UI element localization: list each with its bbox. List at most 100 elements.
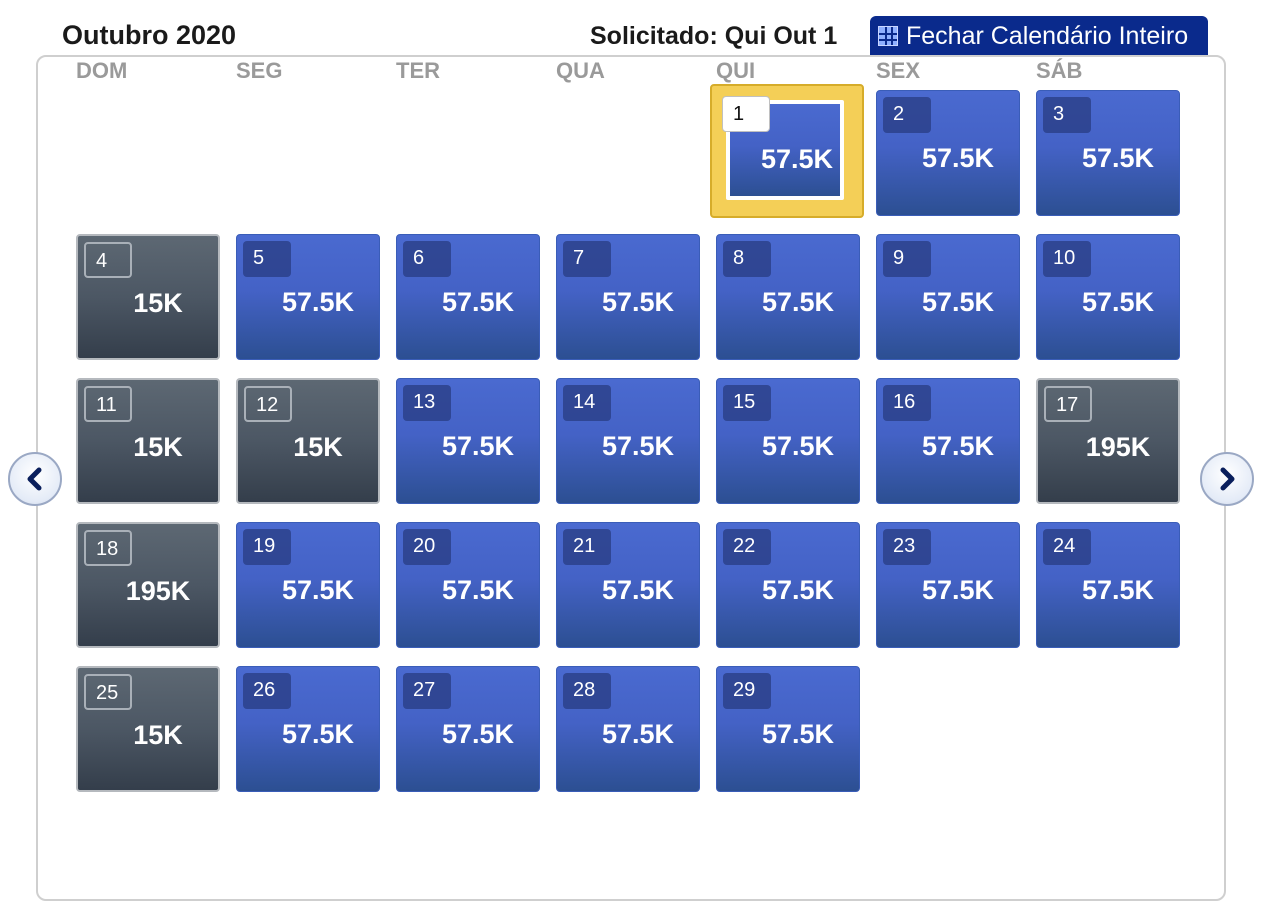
weekday-sun: DOM bbox=[76, 58, 128, 83]
day-price: 57.5K bbox=[601, 287, 675, 317]
calendar-day-27[interactable]: 27 57.5K bbox=[396, 666, 540, 792]
close-full-calendar-label: Fechar Calendário Inteiro bbox=[906, 21, 1189, 50]
day-number: 9 bbox=[883, 241, 931, 277]
day-price: 57.5K bbox=[281, 575, 355, 605]
day-number: 20 bbox=[403, 529, 451, 565]
calendar-day-22[interactable]: 22 57.5K bbox=[716, 522, 860, 648]
day-number: 27 bbox=[403, 673, 451, 709]
day-price: 57.5K bbox=[601, 575, 675, 605]
day-number: 10 bbox=[1043, 241, 1091, 277]
calendar-day-21[interactable]: 21 57.5K bbox=[556, 522, 700, 648]
day-number: 23 bbox=[883, 529, 931, 565]
calendar-day-16[interactable]: 16 57.5K bbox=[876, 378, 1020, 504]
calendar-day-6[interactable]: 6 57.5K bbox=[396, 234, 540, 360]
day-number: 22 bbox=[723, 529, 771, 565]
day-price: 57.5K bbox=[921, 431, 995, 461]
day-number: 7 bbox=[563, 241, 611, 277]
day-price: 57.5K bbox=[441, 431, 515, 461]
day-number: 1 bbox=[722, 96, 770, 132]
calendar-day-5[interactable]: 5 57.5K bbox=[236, 234, 380, 360]
day-price: 57.5K bbox=[1081, 575, 1155, 605]
day-number: 5 bbox=[243, 241, 291, 277]
day-price: 195K bbox=[125, 576, 191, 606]
day-number: 29 bbox=[723, 673, 771, 709]
day-number: 28 bbox=[563, 673, 611, 709]
day-price: 57.5K bbox=[441, 287, 515, 317]
day-price: 57.5K bbox=[921, 287, 995, 317]
day-price: 57.5K bbox=[1081, 143, 1155, 173]
calendar-day-12[interactable]: 12 15K bbox=[236, 378, 380, 504]
calendar-day-2[interactable]: 2 57.5K bbox=[876, 90, 1020, 216]
day-number: 16 bbox=[883, 385, 931, 421]
day-price: 57.5K bbox=[1081, 287, 1155, 317]
calendar-day-19[interactable]: 19 57.5K bbox=[236, 522, 380, 648]
close-full-calendar-button[interactable]: Fechar Calendário Inteiro bbox=[870, 16, 1208, 56]
calendar-day-1[interactable]: 1 57.5K bbox=[710, 84, 864, 218]
next-month-button[interactable] bbox=[1200, 452, 1254, 506]
day-price: 57.5K bbox=[441, 575, 515, 605]
calendar-day-26[interactable]: 26 57.5K bbox=[236, 666, 380, 792]
weekday-tue: TER bbox=[396, 58, 440, 83]
calendar-day-10[interactable]: 10 57.5K bbox=[1036, 234, 1180, 360]
day-price: 57.5K bbox=[761, 719, 835, 749]
calendar-day-15[interactable]: 15 57.5K bbox=[716, 378, 860, 504]
day-number: 14 bbox=[563, 385, 611, 421]
day-number: 3 bbox=[1043, 97, 1091, 133]
calendar-day-11[interactable]: 11 15K bbox=[76, 378, 220, 504]
calendar-day-17[interactable]: 17 195K bbox=[1036, 378, 1180, 504]
calendar-day-4[interactable]: 4 15K bbox=[76, 234, 220, 360]
day-price: 57.5K bbox=[601, 431, 675, 461]
day-price: 15K bbox=[133, 288, 183, 318]
day-price: 57.5K bbox=[601, 719, 675, 749]
day-price: 57.5K bbox=[921, 143, 995, 173]
day-number: 8 bbox=[723, 241, 771, 277]
calendar-day-28[interactable]: 28 57.5K bbox=[556, 666, 700, 792]
calendar-day-20[interactable]: 20 57.5K bbox=[396, 522, 540, 648]
day-number: 26 bbox=[243, 673, 291, 709]
day-price: 57.5K bbox=[281, 287, 355, 317]
day-price: 57.5K bbox=[761, 575, 835, 605]
calendar-day-9[interactable]: 9 57.5K bbox=[876, 234, 1020, 360]
day-price: 57.5K bbox=[921, 575, 995, 605]
calendar-day-24[interactable]: 24 57.5K bbox=[1036, 522, 1180, 648]
weekday-fri: SEX bbox=[876, 58, 921, 83]
calendar-day-8[interactable]: 8 57.5K bbox=[716, 234, 860, 360]
calendar-day-13[interactable]: 13 57.5K bbox=[396, 378, 540, 504]
day-number: 19 bbox=[243, 529, 291, 565]
calendar-day-3[interactable]: 3 57.5K bbox=[1036, 90, 1180, 216]
day-number: 12 bbox=[244, 386, 292, 422]
chevron-right-icon bbox=[1220, 467, 1235, 491]
day-price: 15K bbox=[133, 720, 183, 750]
weekday-sat: SÁB bbox=[1036, 58, 1083, 83]
weekday-mon: SEG bbox=[236, 58, 283, 83]
day-number: 25 bbox=[84, 674, 132, 710]
weekday-thu: QUI bbox=[716, 58, 756, 83]
day-price: 57.5K bbox=[281, 719, 355, 749]
day-number: 24 bbox=[1043, 529, 1091, 565]
day-number: 11 bbox=[84, 386, 132, 422]
weekday-wed: QUA bbox=[556, 58, 605, 83]
day-price: 57.5K bbox=[761, 431, 835, 461]
chevron-left-icon bbox=[27, 467, 42, 491]
calendar-day-14[interactable]: 14 57.5K bbox=[556, 378, 700, 504]
day-price: 15K bbox=[293, 432, 343, 462]
month-title: Outubro 2020 bbox=[62, 20, 237, 50]
day-number: 17 bbox=[1044, 386, 1092, 422]
day-number: 2 bbox=[883, 97, 931, 133]
day-number: 4 bbox=[84, 242, 132, 278]
prev-month-button[interactable] bbox=[8, 452, 62, 506]
day-price: 57.5K bbox=[441, 719, 515, 749]
calendar-day-18[interactable]: 18 195K bbox=[76, 522, 220, 648]
day-price: 57.5K bbox=[760, 144, 834, 174]
calendar-day-29[interactable]: 29 57.5K bbox=[716, 666, 860, 792]
day-number: 21 bbox=[563, 529, 611, 565]
day-price: 15K bbox=[133, 432, 183, 462]
calendar-day-23[interactable]: 23 57.5K bbox=[876, 522, 1020, 648]
day-number: 13 bbox=[403, 385, 451, 421]
calendar-day-25[interactable]: 25 15K bbox=[76, 666, 220, 792]
day-number: 6 bbox=[403, 241, 451, 277]
day-price: 57.5K bbox=[761, 287, 835, 317]
day-number: 18 bbox=[84, 530, 132, 566]
calendar-day-7[interactable]: 7 57.5K bbox=[556, 234, 700, 360]
requested-date: Solicitado: Qui Out 1 bbox=[590, 22, 838, 50]
